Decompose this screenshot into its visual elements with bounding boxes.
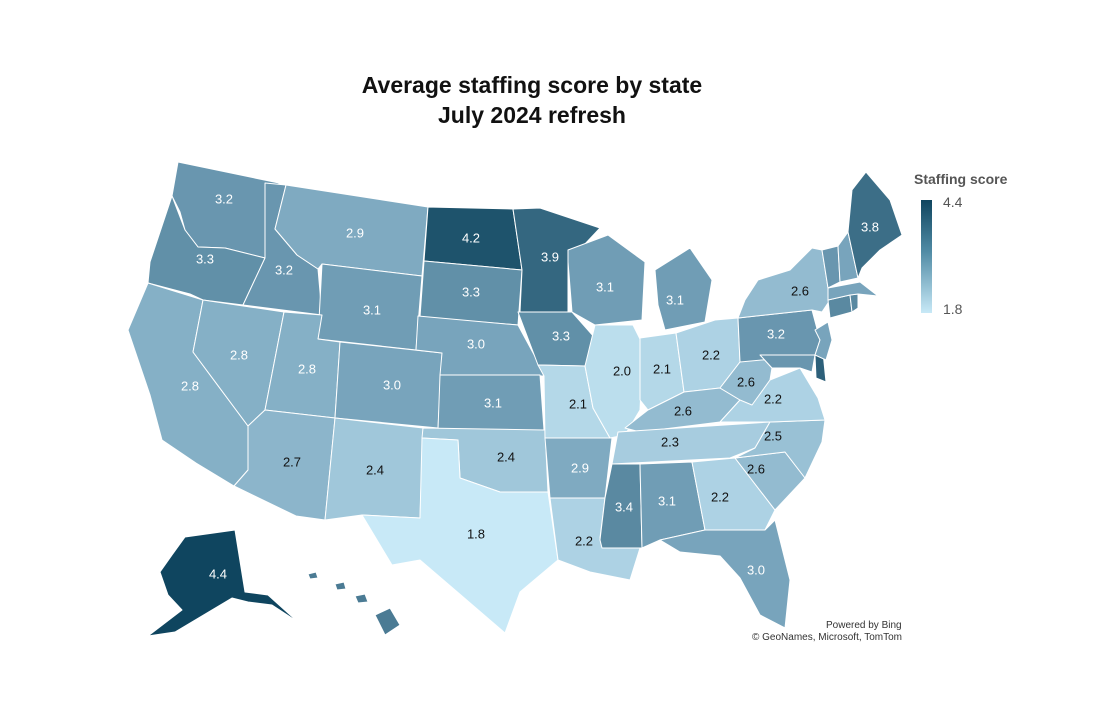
label-ms: 3.4 bbox=[615, 499, 633, 514]
label-sd: 3.3 bbox=[462, 284, 480, 299]
label-in: 2.1 bbox=[653, 361, 671, 376]
legend-color-scale bbox=[921, 200, 932, 313]
label-ia: 3.3 bbox=[552, 328, 570, 343]
label-me: 3.8 bbox=[861, 219, 879, 234]
state-hi-maui bbox=[354, 593, 369, 604]
label-wa: 3.2 bbox=[215, 191, 233, 206]
label-tx: 1.8 bbox=[467, 526, 485, 541]
state-ri[interactable] bbox=[849, 293, 859, 313]
state-ma[interactable] bbox=[827, 281, 879, 301]
label-ar: 2.9 bbox=[571, 460, 589, 475]
state-fl[interactable] bbox=[659, 519, 791, 629]
map-attribution: Powered by Bing © GeoNames, Microsoft, T… bbox=[752, 620, 902, 644]
label-al: 3.1 bbox=[658, 493, 676, 508]
label-sc: 2.6 bbox=[747, 461, 765, 476]
state-tn[interactable] bbox=[611, 421, 771, 465]
label-wy: 3.1 bbox=[363, 302, 381, 317]
label-mt: 2.9 bbox=[346, 225, 364, 240]
label-ks: 3.1 bbox=[484, 395, 502, 410]
label-or: 3.3 bbox=[196, 251, 214, 266]
label-nv: 2.8 bbox=[230, 347, 248, 362]
label-ne: 3.0 bbox=[467, 336, 485, 351]
label-id: 3.2 bbox=[275, 262, 293, 277]
label-co: 3.0 bbox=[383, 377, 401, 392]
legend-title: Staffing score bbox=[914, 171, 1008, 187]
state-tx[interactable] bbox=[361, 437, 559, 634]
state-hi-kauai bbox=[307, 571, 319, 580]
legend-min-value: 1.8 bbox=[943, 301, 963, 317]
label-ny: 2.6 bbox=[791, 283, 809, 298]
label-wv: 2.6 bbox=[737, 374, 755, 389]
state-nj[interactable] bbox=[814, 321, 833, 361]
label-mo: 2.1 bbox=[569, 396, 587, 411]
label-az: 2.7 bbox=[283, 454, 301, 469]
label-pa: 3.2 bbox=[767, 326, 785, 341]
label-ak: 4.4 bbox=[209, 566, 227, 581]
label-mn: 3.9 bbox=[541, 249, 559, 264]
attribution-powered-by: Powered by Bing bbox=[826, 620, 902, 631]
legend-max-value: 4.4 bbox=[943, 194, 963, 210]
state-md[interactable] bbox=[759, 354, 816, 373]
state-ga[interactable] bbox=[691, 457, 776, 531]
map-title: Average staffing score by state July 202… bbox=[0, 70, 1064, 130]
attribution-copyright: © GeoNames, Microsoft, TomTom bbox=[752, 632, 902, 643]
label-va: 2.2 bbox=[764, 391, 782, 406]
title-line-1: Average staffing score by state bbox=[361, 72, 703, 98]
state-hi[interactable] bbox=[374, 607, 401, 636]
state-hi-oahu bbox=[334, 581, 347, 591]
state-me[interactable] bbox=[847, 171, 903, 279]
label-tn: 2.3 bbox=[661, 434, 679, 449]
label-ca: 2.8 bbox=[181, 378, 199, 393]
label-wi: 3.1 bbox=[596, 279, 614, 294]
label-nm: 2.4 bbox=[366, 462, 384, 477]
label-mi: 3.1 bbox=[666, 292, 684, 307]
label-ky: 2.6 bbox=[674, 403, 692, 418]
label-nd: 4.2 bbox=[462, 230, 480, 245]
state-ak[interactable] bbox=[147, 529, 299, 637]
label-ut: 2.8 bbox=[298, 361, 316, 376]
title-line-2: July 2024 refresh bbox=[438, 102, 626, 128]
label-il: 2.0 bbox=[613, 363, 631, 378]
label-oh: 2.2 bbox=[702, 347, 720, 362]
state-mi[interactable] bbox=[654, 247, 713, 331]
state-ny[interactable] bbox=[737, 247, 831, 319]
state-wi[interactable] bbox=[567, 234, 646, 326]
label-la: 2.2 bbox=[575, 533, 593, 548]
state-mn[interactable] bbox=[512, 207, 601, 313]
label-ok: 2.4 bbox=[497, 449, 515, 464]
state-va[interactable] bbox=[719, 367, 826, 423]
label-nc: 2.5 bbox=[764, 428, 782, 443]
label-fl: 3.0 bbox=[747, 562, 765, 577]
label-ga: 2.2 bbox=[711, 489, 729, 504]
